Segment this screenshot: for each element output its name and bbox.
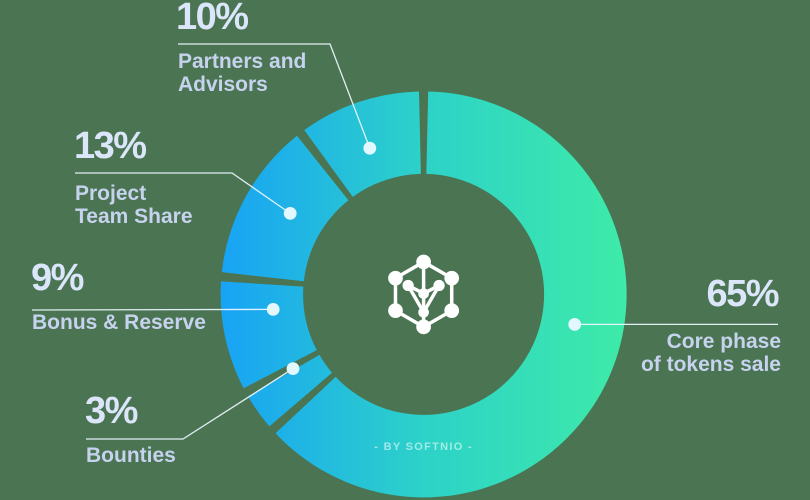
svg-text:- BY SOFTNIO -: - BY SOFTNIO - [374, 441, 473, 453]
